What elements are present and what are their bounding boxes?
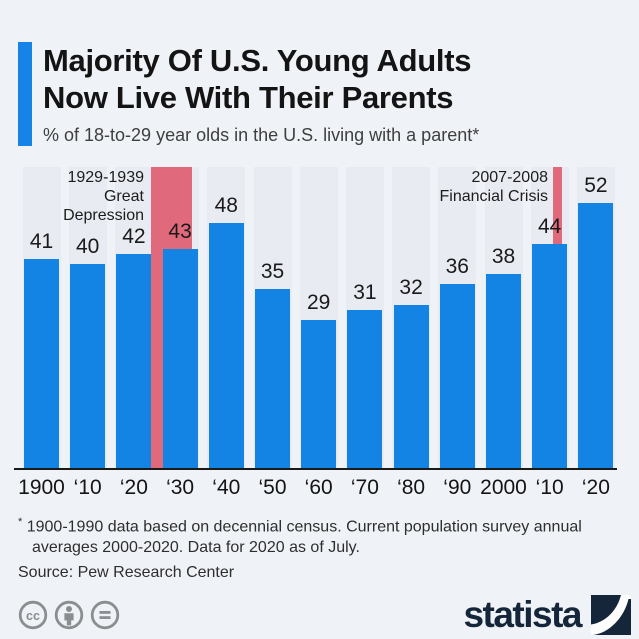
equals-icon bbox=[90, 601, 120, 630]
bar-value-label: 52 bbox=[584, 174, 608, 197]
bar-value-label: 36 bbox=[445, 255, 469, 278]
title-line-1: Majority Of U.S. Young Adults bbox=[43, 43, 472, 78]
annotation-label: 2007-2008 Financial Crisis bbox=[440, 168, 548, 206]
bar bbox=[393, 305, 429, 468]
bar-chart: 41 40 42 43 48 35 29 31 32 36 38 44 52 1929-1939 Great… bbox=[14, 167, 639, 499]
annotation-line: Financial Crisis bbox=[439, 188, 548, 205]
bar-value-label: 31 bbox=[353, 281, 377, 304]
bar-value-label: 41 bbox=[29, 230, 54, 253]
bar bbox=[208, 223, 244, 468]
x-axis-label: ‘80 bbox=[397, 476, 426, 499]
footnote: * 1900-1990 data based on decennial cens… bbox=[18, 512, 628, 558]
x-axis-label: ‘50 bbox=[258, 476, 287, 499]
x-axis-label: ‘30 bbox=[166, 476, 195, 499]
svg-text:cc: cc bbox=[26, 609, 40, 623]
annotation-line: 1929-1939 bbox=[67, 169, 144, 186]
bar bbox=[532, 244, 568, 468]
x-axis-label: ‘20 bbox=[581, 476, 610, 499]
x-axis-label: ‘70 bbox=[350, 476, 379, 499]
header: Majority Of U.S. Young Adults Now Live Wi… bbox=[18, 42, 621, 146]
bar bbox=[162, 249, 198, 468]
bar bbox=[70, 264, 106, 468]
bar bbox=[255, 289, 290, 468]
x-axis-label: 2000 bbox=[480, 476, 527, 499]
bar bbox=[116, 254, 152, 468]
bar-value-label: 40 bbox=[76, 235, 100, 258]
statista-wordmark: statista bbox=[463, 594, 582, 636]
bar bbox=[439, 284, 475, 468]
annotation-line: Great bbox=[103, 188, 144, 205]
x-axis-label: ‘10 bbox=[535, 476, 564, 499]
bar bbox=[301, 320, 337, 468]
bar bbox=[347, 310, 383, 468]
x-axis-label: ‘10 bbox=[73, 476, 102, 499]
annotation-line: 2007-2008 bbox=[471, 169, 548, 186]
cc-icon: cc bbox=[18, 601, 48, 630]
bar bbox=[486, 274, 521, 468]
bar-value-label: 42 bbox=[122, 225, 146, 248]
bar bbox=[578, 203, 614, 468]
footnote-text: 1900-1990 data based on decennial census… bbox=[22, 518, 582, 557]
x-axis-label: ‘40 bbox=[212, 476, 241, 499]
bar bbox=[24, 259, 59, 468]
title-line-2: Now Live With Their Parents bbox=[43, 80, 454, 115]
source-line: Source: Pew Research Center bbox=[18, 564, 235, 582]
x-axis-label: ‘60 bbox=[304, 476, 333, 499]
footer: cc statista bbox=[18, 594, 631, 636]
bar-value-label: 32 bbox=[399, 276, 423, 299]
brand: statista bbox=[463, 594, 631, 636]
license-badges: cc bbox=[18, 600, 120, 630]
annotation-line: Depression bbox=[63, 207, 144, 224]
title-accent-bar bbox=[18, 42, 32, 146]
x-axis: 1900 ‘10 ‘20 ‘30 ‘40 ‘50 ‘60 ‘70 ‘80 ‘90 2000 ‘10 ‘2… bbox=[14, 470, 617, 499]
attribution-person-icon bbox=[54, 601, 84, 630]
x-axis-label: 1900 bbox=[18, 476, 65, 499]
x-axis-label: ‘20 bbox=[119, 476, 148, 499]
bar-value-label: 44 bbox=[538, 215, 562, 238]
bar-value-label: 35 bbox=[260, 260, 285, 283]
page-title: Majority Of U.S. Young Adults Now Live Wi… bbox=[43, 42, 479, 116]
footnote-marker: * bbox=[18, 516, 23, 528]
x-axis-label: ‘90 bbox=[443, 476, 472, 499]
bar-value-label: 29 bbox=[307, 291, 331, 314]
annotation-label: 1929-1939 Great Depression bbox=[63, 168, 144, 225]
bar-value-label: 43 bbox=[168, 220, 192, 243]
plot-area: 41 40 42 43 48 35 29 31 32 36 38 44 52 1929-1939 Great… bbox=[14, 167, 617, 470]
bar-value-label: 38 bbox=[491, 245, 516, 268]
bar-value-label: 48 bbox=[214, 194, 238, 217]
statista-logo-icon bbox=[591, 595, 631, 636]
chart-subtitle: % of 18-to-29 year olds in the U.S. livi… bbox=[43, 125, 480, 145]
